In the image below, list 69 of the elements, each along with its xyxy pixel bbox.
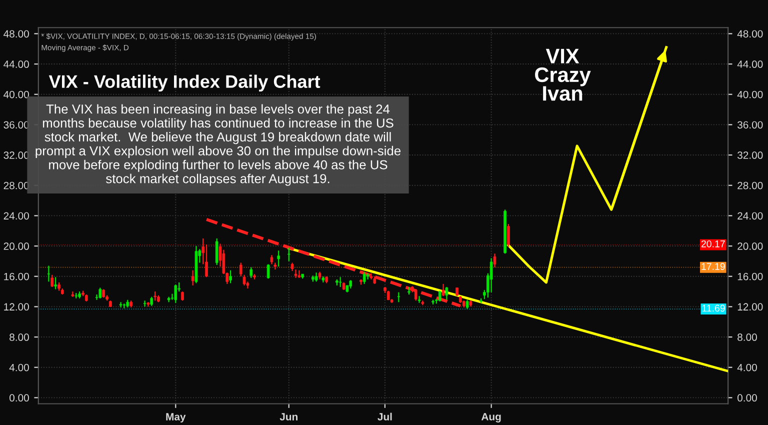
x-tick-label: Jul [378, 412, 392, 420]
y-tick-label: 24.00 [738, 212, 763, 220]
x-tick-label: Aug [481, 413, 501, 422]
candlestick [150, 296, 154, 306]
candlestick [98, 287, 102, 299]
text: 40.00 [4, 90, 29, 98]
text: 28.00 [4, 182, 29, 190]
candlestick [50, 274, 54, 288]
text: 20.00 [4, 242, 29, 250]
candlestick [270, 254, 274, 265]
candlestick [362, 271, 366, 284]
candlestick [143, 300, 146, 308]
text: 32.00 [4, 152, 29, 159]
y-tick-label: 28.00 [738, 182, 763, 190]
candlestick [215, 238, 218, 266]
text: 0.00 [10, 394, 29, 402]
y-tick-label: 32.00 [737, 152, 763, 159]
text: 36.00 [4, 121, 29, 129]
candlestick [181, 290, 184, 302]
candlestick [418, 296, 421, 304]
text: VIX - Volatility Index Daily Chart [48, 74, 320, 92]
candlestick [445, 286, 448, 300]
ref-line-label: 20.17 [701, 240, 725, 248]
candlestick [338, 276, 342, 288]
candlestick [277, 250, 280, 268]
y-tick-label: 12.00 [738, 303, 763, 311]
candlestick [229, 270, 232, 284]
candlestick [54, 276, 57, 290]
line-series [507, 46, 668, 284]
text: 44.00 [4, 60, 29, 68]
candlestick [154, 290, 156, 302]
candlestick [266, 264, 270, 280]
candlestick [493, 253, 496, 268]
candlestick [250, 266, 253, 278]
candlestick [294, 268, 298, 278]
annotation: VIX Crazy Ivan [535, 48, 591, 101]
candlestick [242, 274, 246, 286]
text: 24.00 [4, 212, 29, 220]
y-tick-label: 4.00 [737, 364, 757, 372]
text: 48.00 [4, 30, 29, 38]
candlestick [287, 246, 290, 262]
candlestick [414, 288, 418, 302]
candlestick [442, 283, 445, 297]
y-tick-label: 36.00 [737, 121, 763, 129]
candlestick [239, 262, 242, 277]
y-tick-label: 48.00 [737, 30, 763, 38]
annotation: The VIX has been increasing in base levels over the past 24 months because volatility has continued to increase in the US stock market. We believe the August 19 breakdown date will prompt a VIX explosion well above 30 on the impulse down-side move before exploding further to levels above 40 as the US stock market collapses after August 19. [36, 104, 401, 186]
x-tick-label: Jun [280, 413, 298, 420]
text: 16.00 [4, 272, 29, 280]
candlestick [174, 284, 178, 304]
text: 12.00 [4, 303, 29, 311]
candlestick [397, 292, 400, 303]
ref-line-label: 17.19 [702, 263, 725, 270]
candlestick [191, 270, 194, 286]
text: 4.00 [9, 364, 29, 372]
ref-line-label: 11.69 [702, 304, 725, 312]
y-tick-label: 0.00 [738, 394, 757, 402]
x-tick-label: May [166, 413, 186, 422]
candlestick [466, 299, 469, 310]
y-tick-label: 40.00 [737, 90, 763, 98]
candlestick [507, 223, 510, 248]
candlestick [314, 272, 318, 282]
candlestick [119, 302, 122, 308]
y-tick-label: 16.00 [738, 272, 763, 280]
y-tick-label: 8.00 [738, 334, 757, 341]
y-tick-label: 20.00 [738, 242, 763, 250]
candlestick [47, 265, 50, 282]
y-tick-label: 44.00 [737, 60, 763, 68]
text: 8.00 [10, 334, 29, 341]
